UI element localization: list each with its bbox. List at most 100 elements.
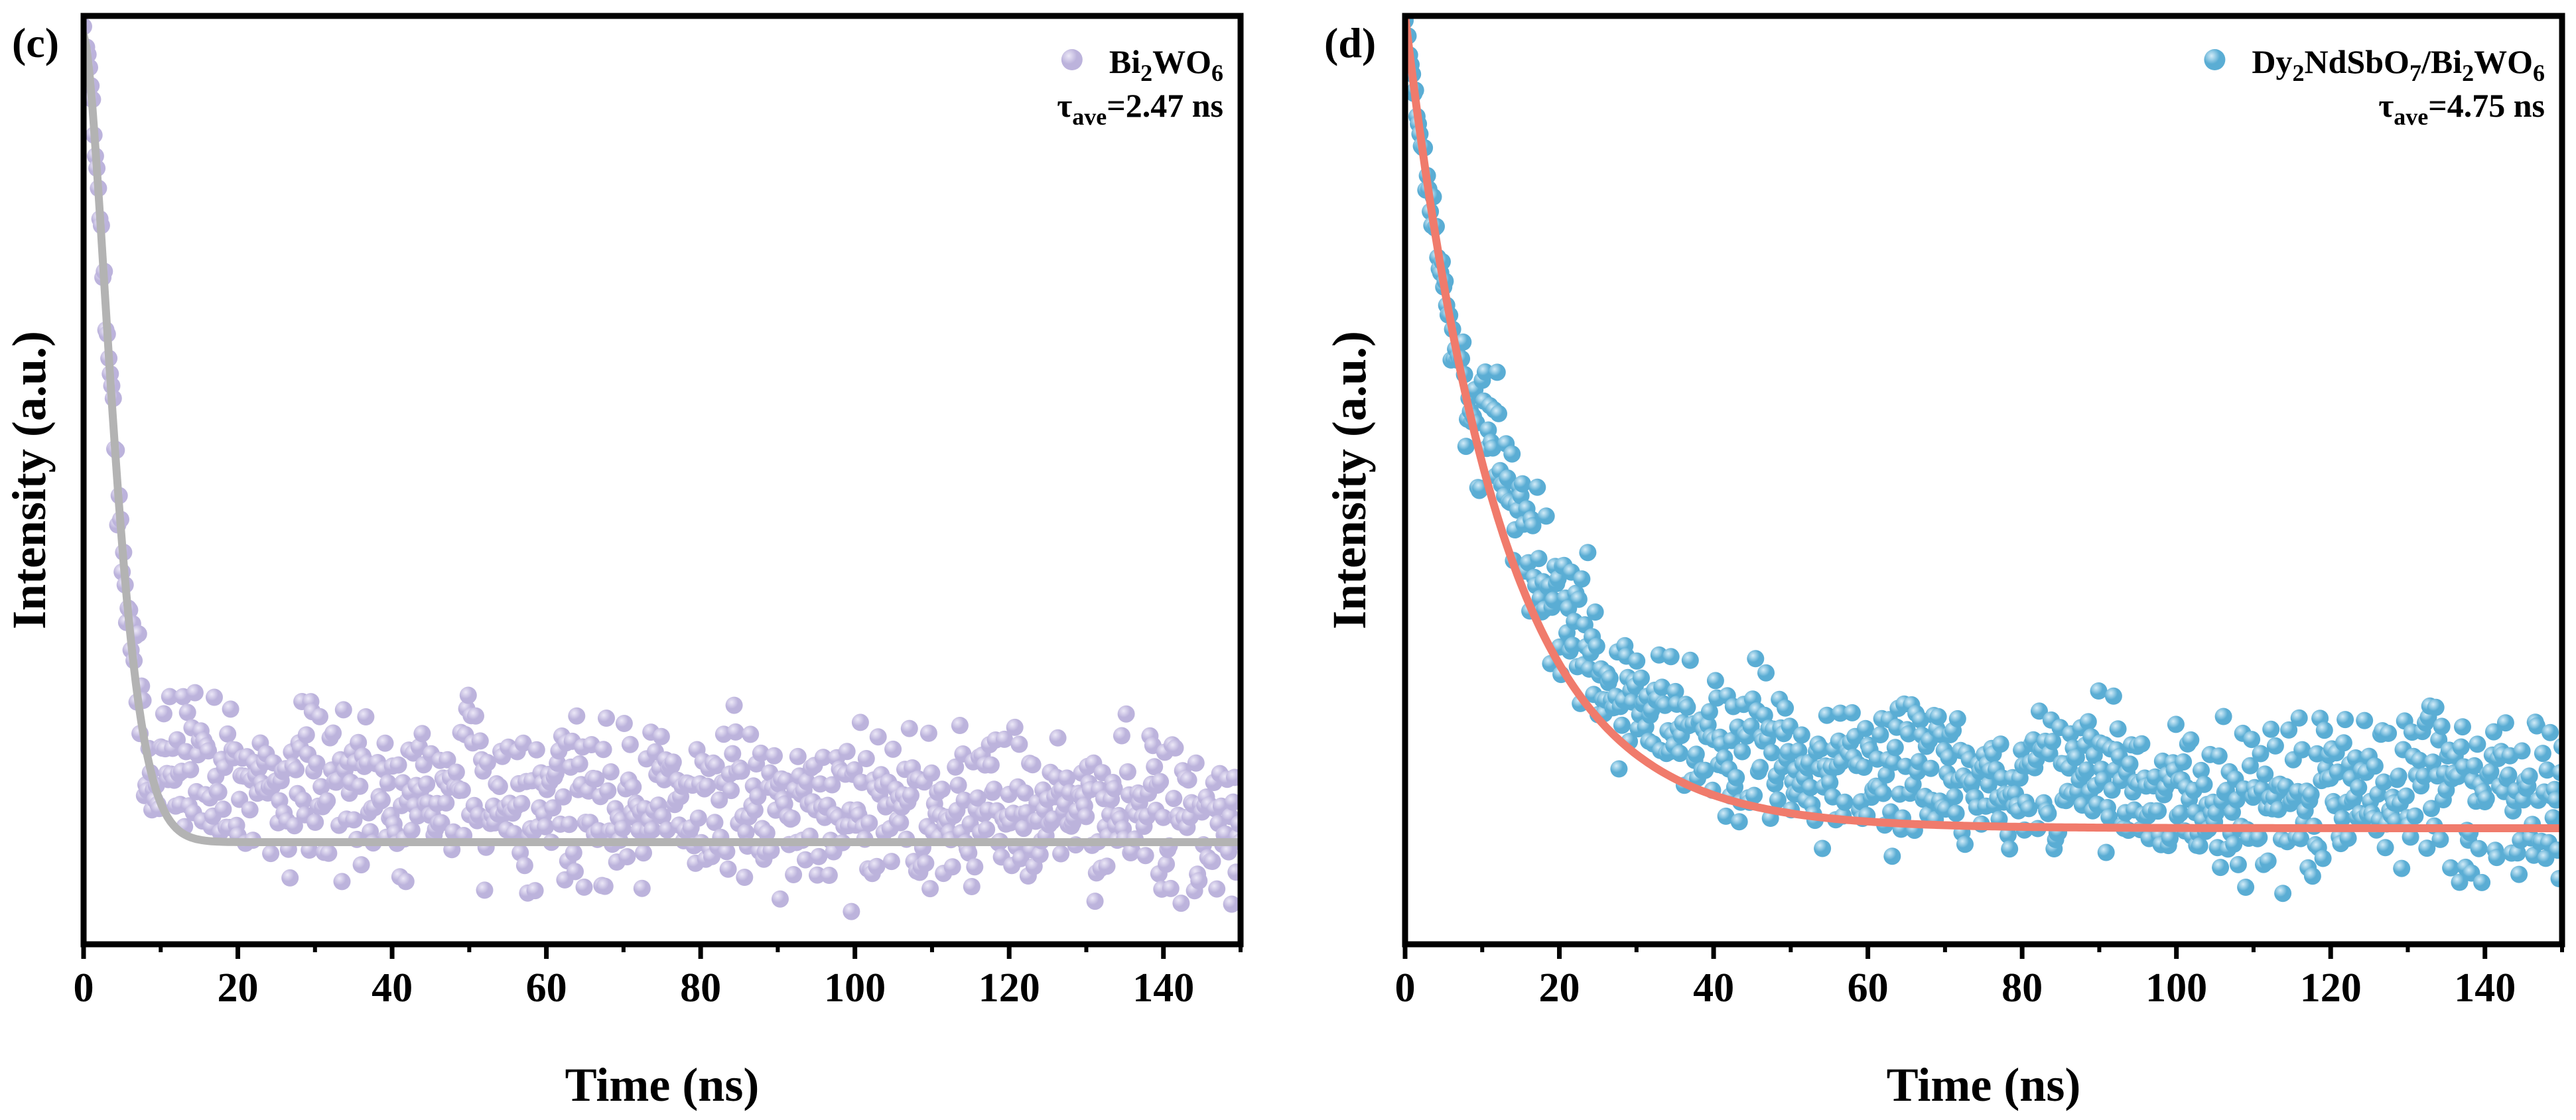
data-point <box>231 790 249 808</box>
data-point <box>919 724 937 742</box>
data-point <box>2031 702 2048 720</box>
data-point <box>2469 735 2486 753</box>
data-point <box>921 880 939 898</box>
data-point <box>2290 709 2308 727</box>
data-point <box>1573 570 1591 588</box>
legend-subscript: 6 <box>1211 60 1223 86</box>
data-point <box>565 844 582 861</box>
data-point <box>308 755 326 773</box>
data-point <box>351 777 369 795</box>
data-point <box>2314 849 2332 867</box>
data-point <box>1751 759 1769 777</box>
legend-text-part: Dy <box>2252 43 2292 80</box>
data-point <box>1136 847 1154 865</box>
data-point <box>1016 784 1034 802</box>
data-point <box>711 791 728 809</box>
data-point <box>333 873 351 891</box>
data-point <box>537 818 555 836</box>
data-point <box>1570 590 1588 608</box>
data-point <box>320 844 338 862</box>
data-point <box>2229 855 2247 873</box>
data-point <box>797 851 814 869</box>
data-point <box>823 776 841 794</box>
data-point <box>2292 830 2309 847</box>
data-point <box>869 728 887 746</box>
data-point <box>1513 475 1531 493</box>
data-point <box>1172 895 1190 912</box>
x-axis-title: Time (ns) <box>1887 1058 2081 1111</box>
data-point <box>1687 745 1705 763</box>
data-point <box>785 866 803 883</box>
data-point <box>555 788 573 806</box>
legend-series-label: Dy2NdSbO7/Bi2WO6 <box>2252 43 2545 86</box>
data-point <box>1742 717 1760 735</box>
data-point <box>851 714 869 731</box>
data-point <box>725 696 743 714</box>
x-tick-label: 20 <box>218 965 259 1011</box>
data-point <box>1162 879 1180 897</box>
tau-label: τave=2.47 ns <box>1057 87 1223 130</box>
panel-c: 0 20 40 60 80 100 120 140 Time (ns) Intensity (a.… <box>3 13 1244 1111</box>
data-point <box>437 794 455 812</box>
data-point <box>1601 669 1619 687</box>
data-point <box>1113 727 1130 745</box>
data-point <box>892 814 910 832</box>
data-point <box>1653 678 1671 696</box>
data-point <box>736 869 754 886</box>
data-point <box>2243 731 2261 749</box>
data-point <box>453 781 471 799</box>
data-point <box>568 707 586 725</box>
x-tick-label: 100 <box>824 965 886 1011</box>
legend-subscript: 2 <box>1140 60 1152 86</box>
data-point <box>295 791 312 809</box>
legend-subscript: 2 <box>2462 60 2474 86</box>
data-point <box>1530 550 1548 568</box>
data-point <box>389 756 407 774</box>
data-point <box>1812 740 1830 758</box>
data-point <box>845 761 863 778</box>
data-point <box>624 778 642 796</box>
data-point <box>1855 759 1873 776</box>
x-tick-label: 80 <box>680 965 721 1011</box>
data-point <box>1922 759 1940 777</box>
x-tick-label: 40 <box>372 965 413 1011</box>
data-point <box>2109 720 2127 738</box>
data-point <box>2097 843 2115 861</box>
data-point <box>2195 775 2213 793</box>
data-point <box>766 747 783 765</box>
data-point <box>2333 810 2351 828</box>
data-point <box>1010 735 1028 753</box>
data-point <box>902 786 919 804</box>
x-tick-label: 60 <box>1848 965 1889 1011</box>
data-point <box>1700 703 1718 721</box>
data-point <box>615 715 633 732</box>
data-point <box>951 717 969 734</box>
data-point <box>966 858 984 876</box>
data-point <box>1821 774 1839 792</box>
data-point <box>182 761 200 778</box>
legend-subscript: 6 <box>2533 60 2545 86</box>
x-tick-label: 100 <box>2145 965 2207 1011</box>
data-point <box>1723 731 1741 749</box>
data-point <box>2193 761 2210 779</box>
data-point <box>1146 758 1164 776</box>
data-point <box>1528 478 1546 496</box>
data-point <box>397 873 415 891</box>
data-point <box>996 730 1013 748</box>
data-point <box>2375 773 2393 791</box>
data-point <box>241 801 259 819</box>
data-point <box>2451 873 2469 891</box>
data-point <box>2266 737 2284 755</box>
fit-curve <box>1405 16 2562 832</box>
data-point <box>621 735 639 753</box>
data-point <box>1024 756 1042 774</box>
data-point <box>726 723 744 741</box>
data-point <box>161 688 178 706</box>
data-point <box>418 775 436 793</box>
data-point <box>1610 760 1628 778</box>
data-point <box>1747 650 1765 668</box>
data-point <box>433 814 450 832</box>
data-point <box>1717 807 1735 825</box>
data-point <box>1588 637 1605 655</box>
